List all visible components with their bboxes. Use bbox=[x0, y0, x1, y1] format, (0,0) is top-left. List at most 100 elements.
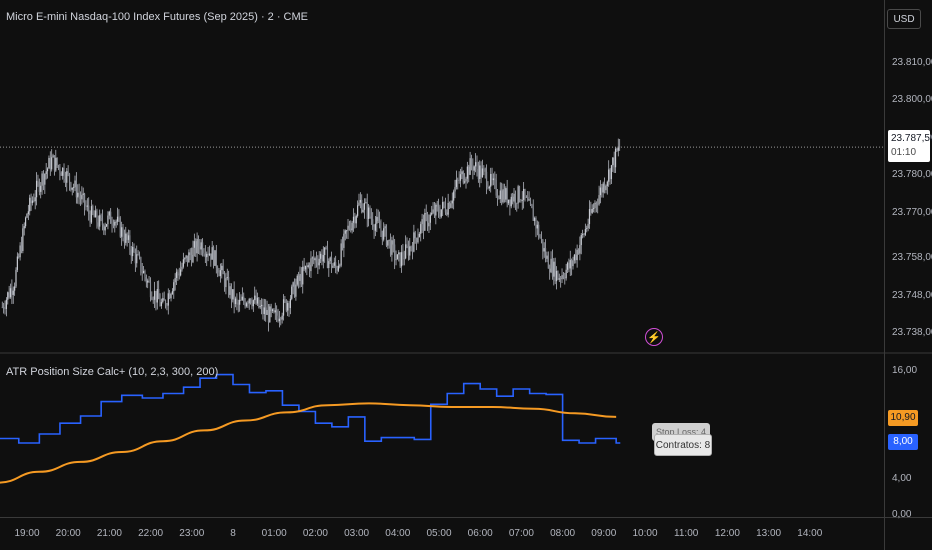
candle-body bbox=[448, 202, 451, 208]
candle-body bbox=[256, 297, 259, 304]
candle-body bbox=[485, 171, 488, 188]
time-tick-label: 19:00 bbox=[14, 528, 40, 539]
candle-body bbox=[605, 185, 607, 191]
candle-body bbox=[516, 203, 518, 205]
candle-body bbox=[562, 275, 565, 278]
candle-body bbox=[468, 166, 470, 175]
candle-body bbox=[540, 238, 543, 240]
candle-body bbox=[97, 222, 99, 227]
candle-body bbox=[103, 224, 105, 231]
candle-body bbox=[363, 202, 366, 210]
candle-body bbox=[236, 298, 238, 303]
candle-body bbox=[271, 309, 274, 311]
candle-body bbox=[473, 166, 475, 171]
candle-body bbox=[136, 254, 138, 264]
candle-body bbox=[254, 295, 256, 301]
candle-body bbox=[464, 181, 466, 183]
candle-body bbox=[506, 188, 508, 204]
candle-body bbox=[158, 289, 160, 300]
price-tick-label: 23.810,00 bbox=[892, 56, 932, 68]
candle-body bbox=[459, 174, 462, 181]
candle-body bbox=[31, 200, 34, 204]
candle-body bbox=[492, 178, 495, 181]
price-tick-label: 23.738,00 bbox=[892, 327, 932, 339]
candle-body bbox=[48, 157, 50, 169]
candle-body bbox=[322, 255, 324, 262]
candle-body bbox=[580, 234, 582, 246]
candle-body bbox=[66, 171, 68, 183]
candle-body bbox=[584, 229, 586, 235]
candle-body bbox=[208, 253, 211, 256]
candle-body bbox=[525, 197, 527, 198]
candle-body bbox=[550, 258, 552, 273]
candle-body bbox=[140, 257, 142, 273]
candle-body bbox=[5, 299, 7, 309]
candle-body bbox=[207, 253, 209, 256]
candle-body bbox=[517, 186, 519, 204]
candle-body bbox=[512, 196, 514, 202]
alert-bolt-icon[interactable]: ⚡ bbox=[645, 328, 663, 346]
time-tick-label: 03:00 bbox=[344, 528, 370, 539]
candle-body bbox=[145, 276, 147, 283]
candle-body bbox=[532, 207, 534, 221]
candle-body bbox=[33, 200, 35, 202]
currency-button[interactable]: USD bbox=[887, 9, 921, 29]
candle-body bbox=[211, 247, 213, 260]
candle-body bbox=[206, 253, 208, 258]
candle-body bbox=[293, 282, 296, 297]
time-tick-label: 06:00 bbox=[467, 528, 493, 539]
price-tick-label: 23.748,00 bbox=[892, 289, 932, 301]
candle-body bbox=[127, 235, 130, 240]
candle-body bbox=[599, 187, 602, 196]
candle-body bbox=[389, 239, 392, 255]
candle-body bbox=[529, 199, 532, 205]
candle-body bbox=[170, 293, 172, 299]
candle-body bbox=[348, 225, 350, 229]
candle-body bbox=[325, 247, 327, 249]
candle-body bbox=[23, 226, 25, 229]
candle-body bbox=[366, 202, 368, 219]
candle-body bbox=[288, 303, 290, 308]
candle-body bbox=[565, 269, 567, 279]
time-tick-label: 23:00 bbox=[179, 528, 205, 539]
candle-body bbox=[94, 210, 97, 218]
candle-body bbox=[248, 298, 250, 304]
candle-body bbox=[594, 202, 596, 209]
candle-body bbox=[351, 222, 353, 231]
candle-body bbox=[421, 219, 423, 225]
candle-body bbox=[321, 253, 323, 262]
candle-body bbox=[164, 300, 167, 306]
candle-body bbox=[112, 224, 115, 226]
candle-body bbox=[75, 180, 77, 198]
candle-body bbox=[358, 202, 360, 206]
candle-body bbox=[590, 209, 592, 213]
candle-body bbox=[384, 226, 386, 229]
candle-body bbox=[394, 244, 396, 260]
candle-body bbox=[57, 165, 60, 167]
candle-body bbox=[277, 315, 279, 322]
candle-body bbox=[295, 284, 297, 297]
candle-body bbox=[494, 178, 496, 180]
candle-body bbox=[196, 238, 198, 254]
time-tick-label: 10:00 bbox=[632, 528, 658, 539]
candle-body bbox=[27, 211, 29, 214]
candle-body bbox=[174, 277, 176, 283]
candle-body bbox=[480, 165, 482, 178]
candle-body bbox=[341, 243, 344, 248]
candle-body bbox=[22, 228, 24, 251]
candle-body bbox=[374, 223, 377, 231]
candle-body bbox=[280, 318, 282, 320]
indicator-title[interactable]: ATR Position Size Calc+ (10, 2,3, 300, 2… bbox=[6, 366, 219, 378]
candle-body bbox=[244, 301, 246, 307]
candle-body bbox=[495, 179, 497, 196]
contracts-step-line bbox=[0, 373, 621, 444]
candle-body bbox=[416, 238, 418, 243]
time-tick-label: 08:00 bbox=[550, 528, 576, 539]
candle-body bbox=[29, 197, 31, 212]
candle-body bbox=[99, 215, 101, 227]
candle-body bbox=[346, 230, 348, 232]
candle-body bbox=[156, 289, 158, 303]
candle-body bbox=[298, 275, 300, 281]
